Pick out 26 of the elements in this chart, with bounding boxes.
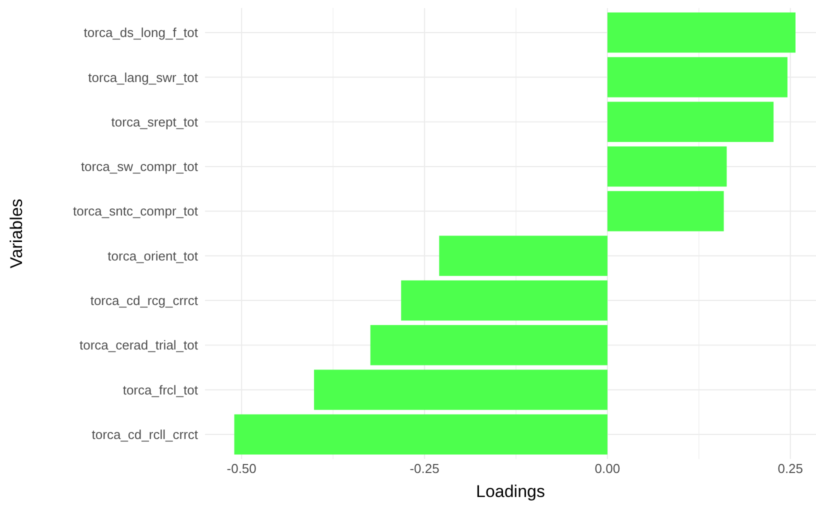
bar [439, 236, 608, 276]
y-tick-label: torca_srept_tot [111, 114, 198, 130]
y-tick-label: torca_cd_rcg_crrct [90, 293, 198, 308]
x-tick-label: 0.00 [594, 461, 620, 476]
y-tick-label: torca_frcl_tot [122, 382, 198, 398]
x-tick-label: -0.25 [410, 461, 440, 476]
bar [607, 12, 796, 53]
bar [607, 57, 788, 98]
bar [370, 325, 608, 366]
bar [314, 370, 608, 410]
y-tick-label: torca_cd_rcll_crrct [92, 426, 198, 442]
bar [607, 146, 727, 187]
y-tick-label: torca_cerad_trial_tot [79, 338, 198, 353]
bar [401, 280, 608, 321]
y-tick-label: torca_orient_tot [108, 248, 198, 264]
y-tick-label: torca_sntc_compr_tot [72, 204, 198, 219]
x-tick-label: 0.25 [778, 461, 804, 476]
y-tick-label: torca_ds_long_f_tot [84, 25, 198, 40]
bar [607, 191, 724, 232]
y-tick-label: torca_lang_swr_tot [88, 70, 198, 85]
bar [234, 414, 608, 455]
x-axis-title: Loadings [476, 482, 546, 501]
x-tick-label: -0.50 [226, 461, 256, 476]
y-axis-title: Variables [7, 198, 26, 268]
y-tick-label: torca_sw_compr_tot [80, 159, 198, 174]
bar [607, 102, 774, 142]
